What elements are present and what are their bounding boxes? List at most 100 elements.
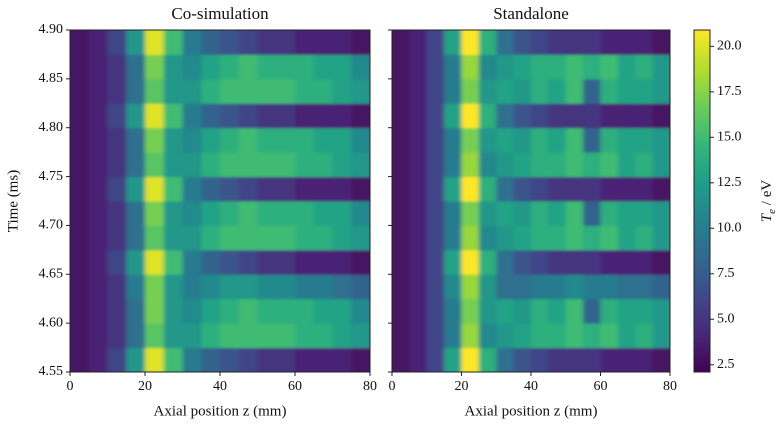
cell: [107, 225, 127, 251]
cell: [565, 274, 584, 300]
cell: [163, 225, 183, 251]
cell: [426, 30, 445, 55]
cell: [126, 323, 146, 349]
cell: [513, 249, 532, 275]
cell: [220, 176, 240, 202]
cell: [426, 152, 445, 178]
cell: [107, 103, 127, 129]
cell: [548, 249, 567, 275]
cell: [392, 127, 410, 153]
cell: [513, 103, 532, 129]
cell: [565, 347, 584, 372]
cell: [513, 30, 532, 55]
cell: [163, 323, 183, 349]
cell: [426, 127, 445, 153]
cell: [600, 103, 619, 129]
cell: [600, 249, 619, 275]
cell: [531, 347, 549, 372]
cell: [70, 54, 90, 80]
cell: [409, 347, 428, 372]
cell: [351, 225, 370, 251]
cell: [392, 103, 410, 129]
cell: [88, 201, 108, 226]
cell: [496, 225, 515, 251]
colorbar-tick-label: 20.0: [717, 39, 742, 54]
cell: [145, 30, 165, 55]
cell: [313, 298, 333, 324]
cell: [409, 78, 428, 104]
cell: [163, 201, 183, 226]
cell: [126, 103, 146, 129]
cell: [257, 176, 277, 202]
cell: [276, 176, 296, 202]
cell: [652, 30, 670, 55]
cell: [478, 323, 497, 349]
cell: [392, 78, 410, 104]
cell: [126, 274, 146, 300]
cell: [276, 347, 296, 372]
cell: [635, 78, 654, 104]
colorbar-label: Te / eV: [759, 180, 777, 223]
cell: [313, 249, 333, 275]
cell: [652, 78, 670, 104]
cell: [351, 103, 370, 129]
cell: [600, 152, 619, 178]
cell: [513, 54, 532, 80]
cell: [276, 298, 296, 324]
cell: [220, 54, 240, 80]
cell: [276, 249, 296, 275]
cell: [163, 249, 183, 275]
cell: [88, 152, 108, 178]
cell: [444, 78, 462, 104]
cell: [600, 323, 619, 349]
cell: [276, 274, 296, 300]
cell: [201, 225, 221, 251]
y-tick-label: 4.75: [39, 169, 64, 184]
cell: [409, 176, 428, 202]
cell: [461, 30, 480, 55]
cell: [409, 249, 428, 275]
cell: [257, 249, 277, 275]
colorbar-tick-label: 17.5: [717, 84, 742, 99]
cell: [220, 152, 240, 178]
cell: [565, 176, 584, 202]
cell: [163, 127, 183, 153]
cell: [635, 30, 654, 55]
cell: [332, 78, 352, 104]
cell: [565, 30, 584, 55]
cell: [617, 347, 636, 372]
cell: [409, 103, 428, 129]
cell: [531, 78, 549, 104]
cell: [313, 274, 333, 300]
cell: [652, 176, 670, 202]
cell: [583, 274, 601, 300]
cell: [461, 54, 480, 80]
cell: [332, 249, 352, 275]
y-tick-label: 4.90: [39, 22, 64, 37]
colorbar-label-unit: / eV: [759, 180, 775, 209]
heatmap-cells: [392, 30, 670, 372]
cell: [88, 274, 108, 300]
cell: [565, 249, 584, 275]
cell: [496, 298, 515, 324]
cell: [392, 323, 410, 349]
cell: [444, 54, 462, 80]
cell: [548, 274, 567, 300]
cell: [426, 78, 445, 104]
cell: [257, 201, 277, 226]
cell: [478, 30, 497, 55]
cell: [461, 78, 480, 104]
cell: [257, 347, 277, 372]
cell: [600, 298, 619, 324]
cell: [238, 249, 258, 275]
cell: [565, 298, 584, 324]
cell: [238, 30, 258, 55]
cell: [513, 274, 532, 300]
cell: [295, 127, 315, 153]
cell: [220, 323, 240, 349]
cell: [276, 152, 296, 178]
cell: [107, 298, 127, 324]
cell: [145, 127, 165, 153]
cell: [426, 298, 445, 324]
cell: [70, 323, 90, 349]
